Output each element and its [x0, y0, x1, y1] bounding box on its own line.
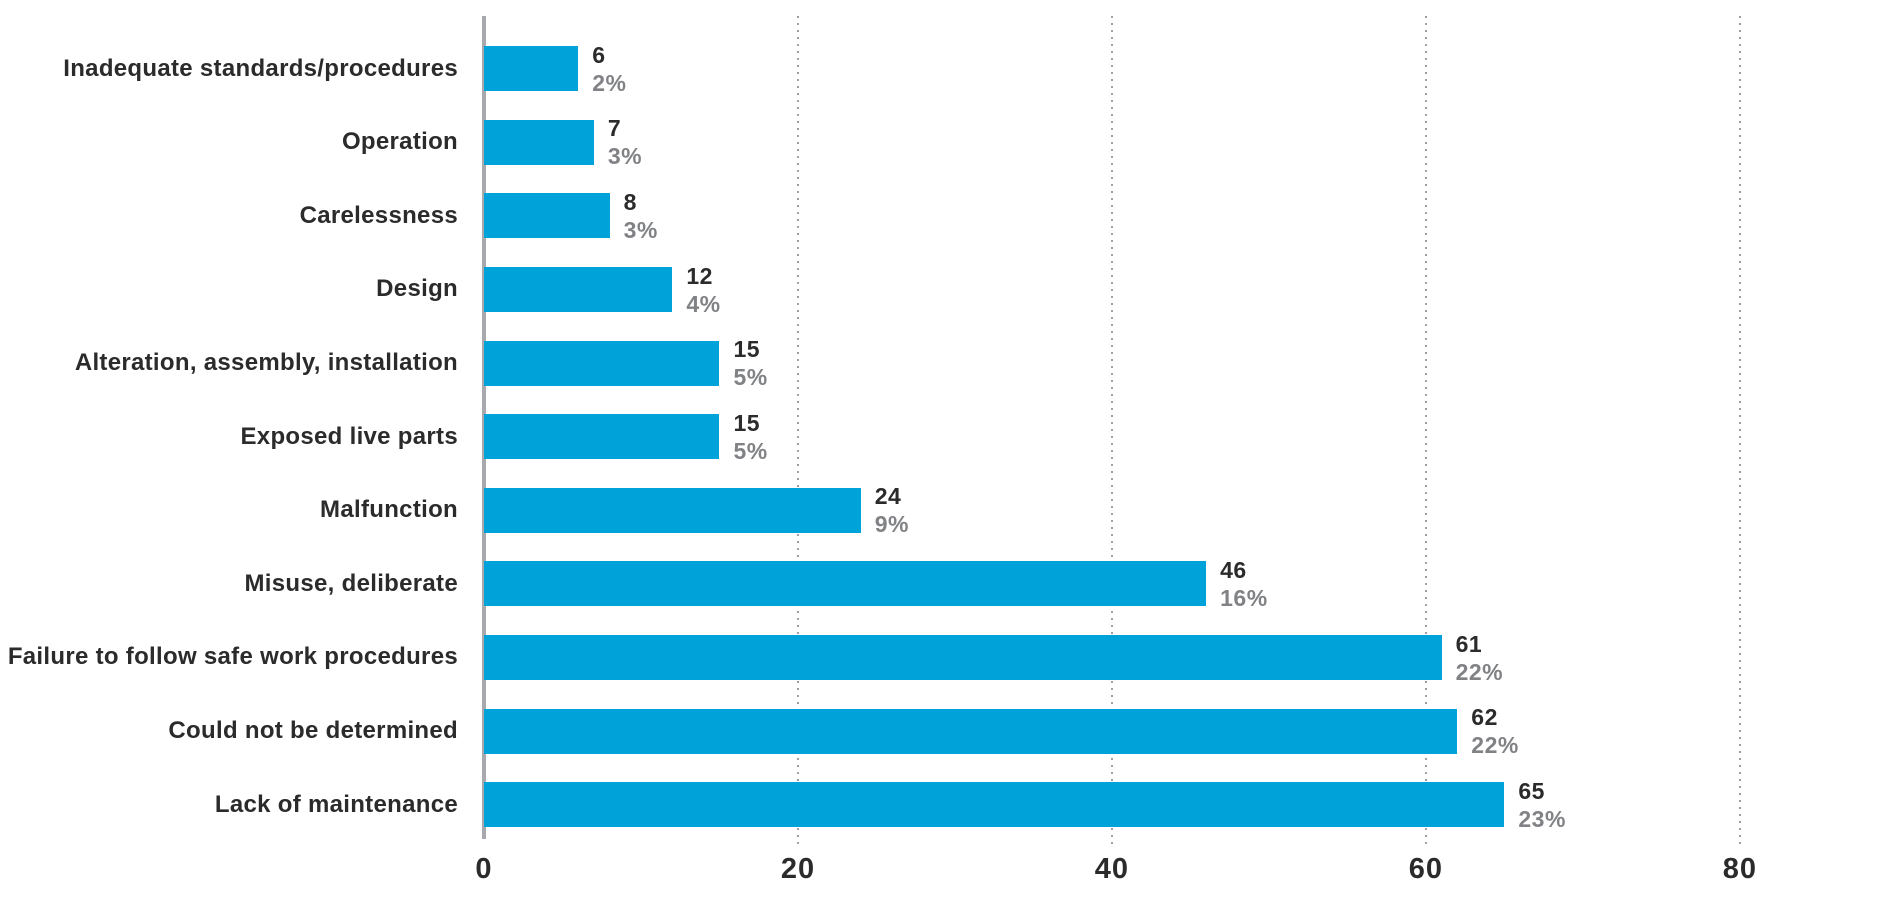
- value-count-label: 24: [874, 483, 902, 510]
- bar: [484, 414, 720, 460]
- gridline-80: [1738, 16, 1741, 845]
- value-count-label: 7: [607, 115, 622, 142]
- value-label-block: 15 5%: [733, 335, 767, 391]
- bar: [484, 267, 673, 313]
- bar: [484, 782, 1505, 828]
- value-label-block: 62 22%: [1471, 703, 1519, 759]
- x-tick-label: 40: [1094, 853, 1130, 885]
- bar-track: 15 5%: [484, 410, 1889, 464]
- category-label: Misuse, deliberate: [244, 569, 458, 597]
- value-count-label: 15: [733, 409, 761, 436]
- value-label-block: 61 22%: [1456, 630, 1504, 686]
- value-percent-label: 5%: [733, 437, 768, 464]
- category-label: Operation: [341, 128, 458, 156]
- bar-track: 12 4%: [484, 263, 1889, 317]
- value-percent-label: 3%: [623, 216, 658, 243]
- value-label-block: 12 4%: [686, 262, 720, 318]
- category-label: Could not be determined: [168, 716, 458, 744]
- bar-row: Could not be determined 62 22%: [0, 694, 1889, 768]
- bar: [484, 193, 610, 239]
- bar-track: 7 3%: [484, 115, 1889, 169]
- value-percent-label: 4%: [686, 290, 721, 317]
- bar-row: Design 12 4%: [0, 253, 1889, 327]
- value-label-block: 7 3%: [608, 114, 642, 170]
- category-label: Design: [376, 275, 458, 303]
- bar-row: Exposed live parts 15 5%: [0, 400, 1889, 474]
- value-count-label: 61: [1455, 630, 1483, 657]
- gridline-20: [796, 16, 799, 845]
- value-count-label: 62: [1471, 704, 1498, 731]
- category-label: Carelessness: [299, 201, 458, 229]
- value-label-block: 46 16%: [1220, 556, 1268, 612]
- bar-rows: Inadequate standards/procedures 6 2% Ope…: [0, 32, 1889, 842]
- bar-row: Misuse, deliberate 46 16%: [0, 547, 1889, 621]
- bar: [484, 487, 861, 533]
- value-count-label: 15: [733, 336, 761, 363]
- bar: [484, 46, 579, 92]
- value-count-label: 6: [592, 41, 606, 68]
- value-label-block: 15 5%: [733, 409, 767, 465]
- value-count-label: 65: [1518, 777, 1545, 804]
- value-percent-label: 5%: [733, 364, 768, 391]
- bar-track: 65 23%: [484, 778, 1889, 832]
- bar-row: Lack of maintenance 65 23%: [0, 768, 1889, 842]
- bar: [484, 340, 720, 386]
- value-percent-label: 22%: [1471, 732, 1519, 759]
- bar-row: Operation 7 3%: [0, 106, 1889, 180]
- bar: [484, 708, 1458, 754]
- value-percent-label: 23%: [1518, 805, 1566, 832]
- bar: [484, 635, 1442, 681]
- bar-row: Malfunction 24 9%: [0, 474, 1889, 548]
- bar-track: 8 3%: [484, 189, 1889, 243]
- category-label: Failure to follow safe work procedures: [7, 643, 458, 671]
- value-label-block: 24 9%: [875, 482, 909, 538]
- gridline-60: [1424, 16, 1427, 845]
- bar-row: Alteration, assembly, installation 15 5%: [0, 326, 1889, 400]
- category-label: Inadequate standards/procedures: [63, 54, 458, 82]
- category-label: Exposed live parts: [240, 422, 458, 450]
- category-label: Alteration, assembly, installation: [74, 348, 458, 376]
- bar-row: Failure to follow safe work procedures 6…: [0, 621, 1889, 695]
- bar-track: 46 16%: [484, 557, 1889, 611]
- bar-row: Carelessness 8 3%: [0, 179, 1889, 253]
- value-label-block: 65 23%: [1518, 777, 1566, 833]
- bar-track: 62 22%: [484, 704, 1889, 758]
- value-count-label: 8: [623, 188, 637, 215]
- x-tick-label: 0: [475, 853, 493, 885]
- bar: [484, 561, 1207, 607]
- category-label: Lack of maintenance: [214, 790, 458, 818]
- gridline-40: [1110, 16, 1113, 845]
- value-percent-label: 9%: [874, 511, 909, 538]
- category-label: Malfunction: [320, 496, 458, 524]
- x-tick-label: 80: [1722, 853, 1757, 885]
- value-label-block: 8 3%: [624, 188, 658, 244]
- bar-track: 61 22%: [484, 631, 1889, 685]
- bar-row: Inadequate standards/procedures 6 2%: [0, 32, 1889, 106]
- value-percent-label: 3%: [607, 143, 643, 170]
- x-tick-label: 20: [780, 853, 816, 885]
- x-axis: 0 20 40 60 80: [475, 845, 1889, 903]
- value-count-label: 12: [686, 262, 713, 289]
- value-percent-label: 22%: [1455, 658, 1504, 685]
- value-percent-label: 2%: [592, 69, 627, 96]
- value-percent-label: 16%: [1220, 584, 1268, 611]
- value-label-block: 6 2%: [592, 41, 626, 97]
- bar-track: 15 5%: [484, 336, 1889, 390]
- bar: [484, 119, 594, 165]
- bar-track: 24 9%: [484, 483, 1889, 537]
- bar-track: 6 2%: [484, 42, 1889, 96]
- value-count-label: 46: [1220, 556, 1247, 583]
- x-tick-label: 60: [1408, 853, 1444, 885]
